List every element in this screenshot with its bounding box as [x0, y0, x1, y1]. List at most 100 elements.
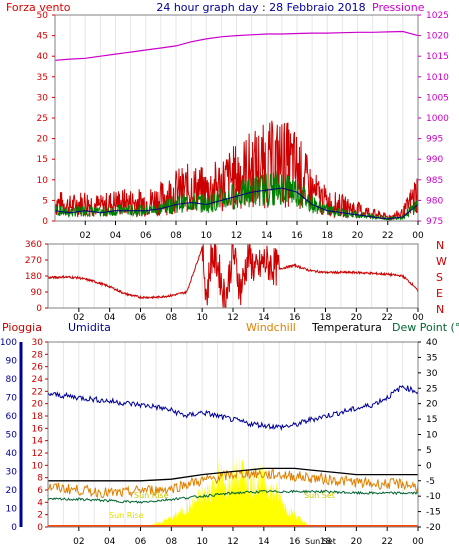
rain-tick-label-22: 22 — [32, 387, 43, 397]
humidity-tick-label-70: 70 — [6, 394, 18, 404]
p2-ltick-label-360: 360 — [25, 240, 42, 250]
rain-tick-label-2: 2 — [37, 511, 43, 521]
p1-xtick-label-06: 06 — [140, 231, 152, 241]
p1-ltick-label-30: 30 — [37, 93, 49, 103]
p3-xtick-label-14: 14 — [258, 537, 270, 547]
dewpoint-header: Dew Point (°C — [392, 321, 459, 334]
rain-tick-label-0: 0 — [37, 523, 43, 533]
rain-header: Pioggia — [2, 321, 42, 334]
rain-tick-label-6: 6 — [37, 486, 43, 496]
rain-tick-label-10: 10 — [32, 461, 44, 471]
p1-rtick-label-975: 975 — [426, 217, 443, 227]
temp-tick-label-40: 40 — [426, 338, 438, 348]
p1-rtick-label-1015: 1015 — [426, 52, 449, 62]
marks-layer: Sun Rise Sun Set Sun Rise Sun Set — [47, 30, 419, 546]
temp-tick-label--20: -20 — [426, 523, 441, 533]
p2-xtick-label-06: 06 — [135, 313, 147, 323]
p1-rtick-label-990: 990 — [426, 155, 443, 165]
p2-compass-label-4: N — [436, 303, 444, 316]
p1-ltick-label-45: 45 — [37, 32, 48, 42]
p3-xtick-label-22: 22 — [381, 537, 392, 547]
sunrise-annotation: Sun Rise — [134, 491, 169, 500]
p2-ltick-label-90: 90 — [31, 288, 43, 298]
humidity-tick-label-50: 50 — [6, 431, 18, 441]
series-wind-gust-low — [54, 170, 419, 222]
series-wind-average — [54, 187, 419, 220]
rain-tick-label-4: 4 — [37, 498, 43, 508]
p1-xtick-label-08: 08 — [170, 231, 182, 241]
p2-xtick-label-10: 10 — [196, 313, 208, 323]
humidity-tick-label-100: 100 — [0, 338, 17, 348]
p3-xtick-label-18: 18 — [320, 537, 332, 547]
p2-ltick-label-270: 270 — [25, 256, 42, 266]
humidity-tick-label-60: 60 — [6, 412, 18, 422]
p2-xtick-label-18: 18 — [320, 313, 332, 323]
series-temperature — [48, 467, 418, 482]
p2-xtick-label-08: 08 — [166, 313, 178, 323]
p1-xtick-label-18: 18 — [322, 231, 334, 241]
p1-rtick-label-1020: 1020 — [426, 32, 449, 42]
p3-xtick-label-00: 00 — [412, 537, 424, 547]
p1-ltick-label-50: 50 — [37, 11, 49, 21]
p2-compass-label-1: W — [436, 255, 447, 268]
temp-tick-label-30: 30 — [426, 369, 438, 379]
p1-rtick-label-1010: 1010 — [426, 73, 449, 83]
wind-axis-label: Forza vento — [6, 1, 71, 14]
humidity-tick-label-80: 80 — [6, 375, 18, 385]
temp-tick-label--15: -15 — [426, 508, 441, 518]
p1-xtick-label-20: 20 — [352, 231, 364, 241]
p1-rtick-label-1025: 1025 — [426, 11, 449, 21]
rain-tick-label-14: 14 — [32, 437, 44, 447]
rain-tick-label-8: 8 — [37, 474, 43, 484]
p2-xtick-label-00: 00 — [412, 313, 424, 323]
temp-tick-label-10: 10 — [426, 431, 438, 441]
series-windchill — [47, 468, 419, 499]
p1-xtick-label-22: 22 — [382, 231, 393, 241]
p1-ltick-label-35: 35 — [37, 73, 48, 83]
pressure-axis-label: Pressione — [372, 1, 425, 14]
grid-layer — [62, 15, 404, 527]
p1-rtick-label-1000: 1000 — [426, 114, 449, 124]
p3-xtick-label-20: 20 — [351, 537, 363, 547]
rain-tick-label-18: 18 — [32, 412, 44, 422]
p2-xtick-label-12: 12 — [227, 313, 238, 323]
sunset-annotation: Sun Set — [304, 491, 335, 500]
p1-xtick-label-02: 02 — [80, 231, 91, 241]
humidity-tick-label-0: 0 — [11, 523, 17, 533]
temp-tick-label-0: 0 — [426, 461, 432, 471]
p1-rtick-label-995: 995 — [426, 135, 443, 145]
rain-tick-label-24: 24 — [32, 375, 44, 385]
p2-xtick-label-14: 14 — [258, 313, 270, 323]
p1-ltick-label-25: 25 — [37, 114, 48, 124]
series-humidity — [47, 385, 419, 432]
p1-xtick-label-00: 00 — [412, 231, 424, 241]
humidity-tick-label-20: 20 — [6, 486, 18, 496]
series-dewpoint — [47, 489, 419, 504]
p1-xtick-label-16: 16 — [291, 231, 303, 241]
rain-baseline-bar — [48, 525, 418, 527]
p3-xtick-label-12: 12 — [227, 537, 238, 547]
p1-xtick-label-04: 04 — [110, 231, 122, 241]
axes-layer: 0510152025303540455097598098599099510001… — [0, 11, 449, 547]
p1-ltick-label-15: 15 — [37, 155, 48, 165]
p1-xtick-label-12: 12 — [231, 231, 242, 241]
humidity-tick-label-30: 30 — [6, 468, 18, 478]
p3-xtick-label-16: 16 — [289, 537, 301, 547]
chart-title: 24 hour graph day : 28 Febbraio 2018 — [156, 1, 365, 14]
p3-xtick-label-02: 02 — [73, 537, 84, 547]
rain-tick-label-30: 30 — [32, 338, 44, 348]
rain-tick-label-12: 12 — [32, 449, 43, 459]
p2-xtick-label-04: 04 — [104, 313, 116, 323]
humidity-tick-label-90: 90 — [6, 357, 18, 367]
series-pressure — [54, 30, 419, 61]
p2-compass-label-0: N — [436, 239, 444, 252]
p1-ltick-label-40: 40 — [37, 52, 49, 62]
temp-tick-label-15: 15 — [426, 415, 437, 425]
p1-ltick-label-10: 10 — [37, 176, 49, 186]
p3-xtick-label-04: 04 — [104, 537, 116, 547]
series-rain — [48, 453, 418, 527]
temp-tick-label--10: -10 — [426, 492, 441, 502]
temp-tick-label--5: -5 — [426, 477, 435, 487]
rain-tick-label-26: 26 — [32, 363, 44, 373]
p1-xtick-label-10: 10 — [201, 231, 213, 241]
